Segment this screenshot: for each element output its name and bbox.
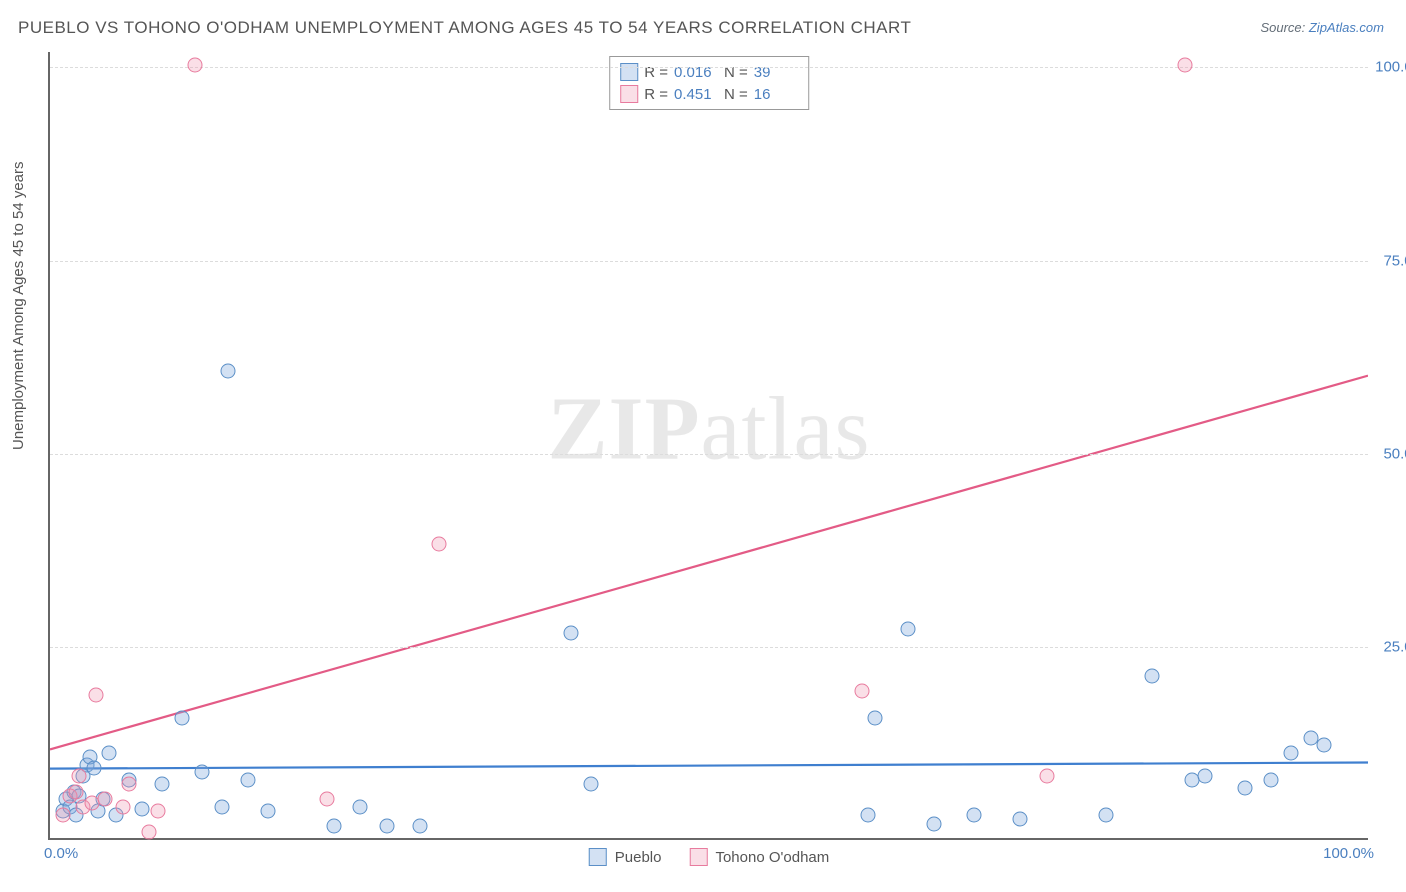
trend-line — [50, 376, 1368, 750]
n-label: N = — [724, 64, 748, 81]
data-point — [927, 817, 942, 832]
data-point — [326, 819, 341, 834]
legend-series: Pueblo Tohono O'odham — [589, 848, 830, 866]
data-point — [241, 773, 256, 788]
watermark-rest: atlas — [701, 380, 871, 479]
data-point — [56, 807, 71, 822]
source-link[interactable]: ZipAtlas.com — [1309, 20, 1384, 35]
data-point — [194, 765, 209, 780]
legend-label-tohono: Tohono O'odham — [715, 849, 829, 866]
data-point — [260, 803, 275, 818]
y-tick-label: 50.0% — [1372, 445, 1406, 462]
y-tick-label: 100.0% — [1372, 59, 1406, 76]
data-point — [135, 801, 150, 816]
data-point — [1237, 780, 1252, 795]
data-point — [967, 807, 982, 822]
data-point — [69, 784, 84, 799]
data-point — [584, 776, 599, 791]
data-point — [1316, 738, 1331, 753]
y-tick-label: 25.0% — [1372, 638, 1406, 655]
source-attribution: Source: ZipAtlas.com — [1260, 20, 1384, 35]
n-label: N = — [724, 86, 748, 103]
legend-item-pueblo: Pueblo — [589, 848, 662, 866]
data-point — [89, 688, 104, 703]
data-point — [901, 622, 916, 637]
data-point — [122, 776, 137, 791]
gridline — [50, 67, 1368, 68]
chart-title: PUEBLO VS TOHONO O'ODHAM UNEMPLOYMENT AM… — [18, 18, 911, 38]
trend-lines — [50, 52, 1368, 838]
data-point — [1099, 807, 1114, 822]
swatch-tohono-icon — [689, 848, 707, 866]
r-label: R = — [644, 64, 668, 81]
legend-item-tohono: Tohono O'odham — [689, 848, 829, 866]
trend-line — [50, 762, 1368, 768]
data-point — [353, 800, 368, 815]
legend-label-pueblo: Pueblo — [615, 849, 662, 866]
data-point — [221, 363, 236, 378]
swatch-tohono-icon — [620, 85, 638, 103]
data-point — [115, 800, 130, 815]
swatch-pueblo-icon — [589, 848, 607, 866]
r-value-pueblo: 0.016 — [674, 64, 718, 81]
data-point — [868, 711, 883, 726]
legend-stats-row-pueblo: R = 0.016 N = 39 — [620, 61, 798, 83]
r-label: R = — [644, 86, 668, 103]
x-tick-label: 100.0% — [1323, 845, 1374, 862]
data-point — [432, 537, 447, 552]
x-tick-label: 0.0% — [44, 845, 78, 862]
data-point — [1039, 769, 1054, 784]
gridline — [50, 261, 1368, 262]
data-point — [102, 746, 117, 761]
data-point — [1145, 668, 1160, 683]
scatter-plot: ZIPatlas R = 0.016 N = 39 R = 0.451 N = … — [48, 52, 1368, 840]
data-point — [861, 807, 876, 822]
watermark: ZIPatlas — [548, 378, 871, 481]
data-point — [142, 824, 157, 839]
data-point — [155, 776, 170, 791]
legend-stats: R = 0.016 N = 39 R = 0.451 N = 16 — [609, 56, 809, 110]
legend-stats-row-tohono: R = 0.451 N = 16 — [620, 83, 798, 105]
gridline — [50, 454, 1368, 455]
data-point — [151, 803, 166, 818]
data-point — [320, 792, 335, 807]
y-tick-label: 75.0% — [1372, 252, 1406, 269]
gridline — [50, 647, 1368, 648]
n-value-pueblo: 39 — [754, 64, 798, 81]
swatch-pueblo-icon — [620, 63, 638, 81]
data-point — [379, 819, 394, 834]
watermark-bold: ZIP — [548, 380, 701, 479]
r-value-tohono: 0.451 — [674, 86, 718, 103]
source-prefix: Source: — [1260, 20, 1308, 35]
data-point — [214, 800, 229, 815]
data-point — [86, 761, 101, 776]
data-point — [1264, 773, 1279, 788]
data-point — [98, 792, 113, 807]
data-point — [175, 711, 190, 726]
data-point — [564, 626, 579, 641]
data-point — [854, 684, 869, 699]
data-point — [1178, 58, 1193, 73]
data-point — [412, 819, 427, 834]
y-axis-label: Unemployment Among Ages 45 to 54 years — [10, 161, 27, 450]
n-value-tohono: 16 — [754, 86, 798, 103]
data-point — [1013, 811, 1028, 826]
data-point — [1198, 769, 1213, 784]
data-point — [1283, 746, 1298, 761]
data-point — [188, 58, 203, 73]
data-point — [72, 769, 87, 784]
